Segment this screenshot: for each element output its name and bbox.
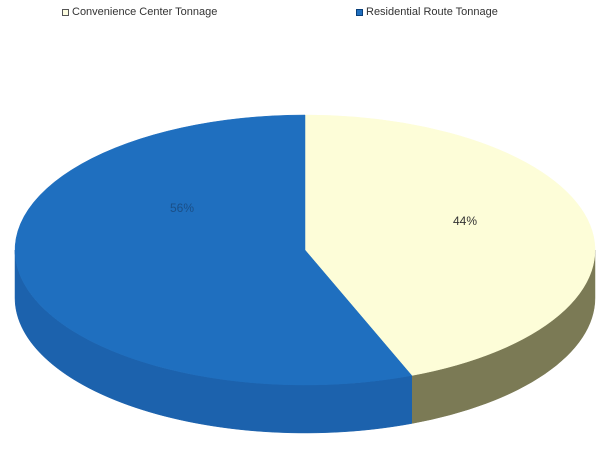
pie-tops bbox=[14, 114, 596, 386]
pie-label-residential-route: 56% bbox=[170, 201, 194, 215]
legend-item-residential-route: Residential Route Tonnage bbox=[356, 6, 498, 18]
legend-swatch-convenience-center bbox=[62, 8, 69, 16]
legend-swatch-residential-route bbox=[356, 8, 363, 16]
chart-legend: Convenience Center Tonnage Residential R… bbox=[0, 6, 597, 26]
pie-label-convenience-center: 44% bbox=[453, 214, 477, 228]
legend-item-convenience-center: Convenience Center Tonnage bbox=[62, 6, 217, 18]
pie-labels: 44% 56% bbox=[170, 201, 477, 228]
pie-slice-convenience-center bbox=[304, 114, 596, 376]
legend-label-residential-route: Residential Route Tonnage bbox=[366, 6, 498, 18]
pie-slice-residential-route bbox=[14, 114, 413, 386]
legend-label-convenience-center: Convenience Center Tonnage bbox=[72, 6, 218, 18]
